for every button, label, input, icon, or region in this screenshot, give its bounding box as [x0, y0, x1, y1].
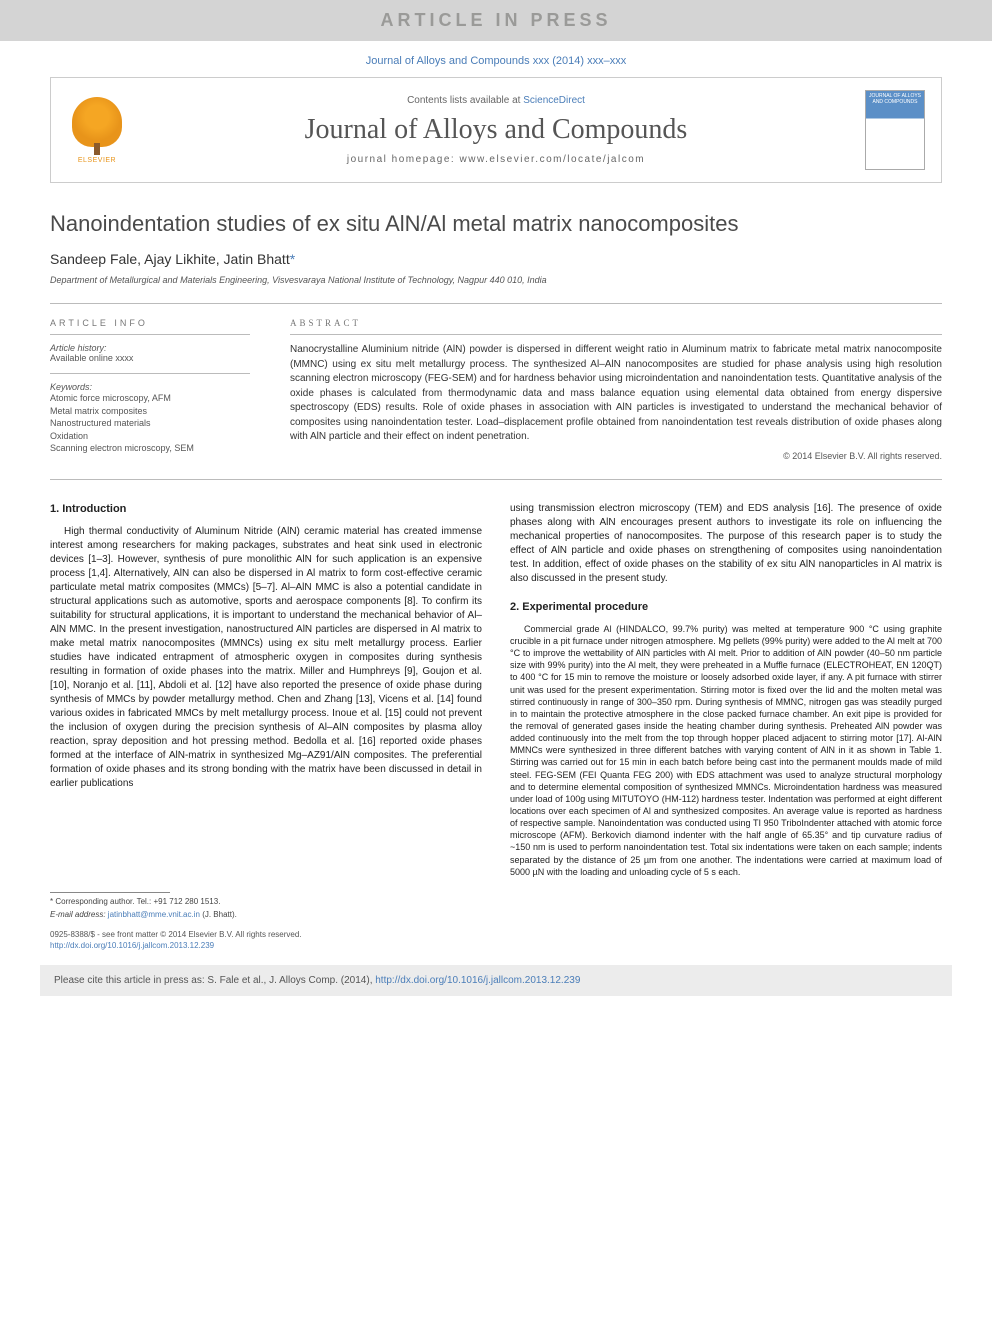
issn-line: 0925-8388/$ - see front matter © 2014 El… — [50, 929, 942, 940]
divider-mid — [50, 479, 942, 480]
journal-cover-thumb: JOURNAL OF ALLOYS AND COMPOUNDS — [865, 90, 925, 170]
article-info-heading: ARTICLE INFO — [50, 318, 250, 328]
affiliation: Department of Metallurgical and Material… — [50, 275, 942, 285]
journal-homepage: journal homepage: www.elsevier.com/locat… — [143, 154, 849, 165]
keyword: Oxidation — [50, 430, 250, 443]
email-link[interactable]: jatinbhatt@mme.vnit.ac.in — [108, 910, 200, 919]
header-center: Contents lists available at ScienceDirec… — [143, 95, 849, 165]
journal-header: ELSEVIER Contents lists available at Sci… — [50, 77, 942, 183]
keyword: Metal matrix composites — [50, 405, 250, 418]
meta-abstract-row: ARTICLE INFO Article history: Available … — [50, 318, 942, 461]
corresponding-mark: * — [290, 251, 295, 267]
sciencedirect-link[interactable]: ScienceDirect — [523, 95, 585, 106]
abstract-copyright: © 2014 Elsevier B.V. All rights reserved… — [290, 451, 942, 461]
intro-paragraph: High thermal conductivity of Aluminum Ni… — [50, 525, 482, 791]
email-suffix: (J. Bhatt). — [200, 910, 237, 919]
top-citation: Journal of Alloys and Compounds xxx (201… — [0, 41, 992, 77]
keyword: Nanostructured materials — [50, 417, 250, 430]
article-info-col: ARTICLE INFO Article history: Available … — [50, 318, 250, 461]
corresponding-footnote: * Corresponding author. Tel.: +91 712 28… — [50, 897, 942, 906]
author-names: Sandeep Fale, Ajay Likhite, Jatin Bhatt — [50, 251, 290, 267]
footnote-separator — [50, 892, 170, 893]
cite-box: Please cite this article in press as: S.… — [40, 965, 952, 996]
authors: Sandeep Fale, Ajay Likhite, Jatin Bhatt* — [50, 251, 942, 267]
intro-continuation: using transmission electron microscopy (… — [510, 502, 942, 586]
history-value: Available online xxxx — [50, 353, 250, 363]
journal-title: Journal of Alloys and Compounds — [143, 114, 849, 146]
section-1-heading: 1. Introduction — [50, 502, 482, 517]
history-label: Article history: — [50, 343, 250, 353]
elsevier-label: ELSEVIER — [78, 157, 116, 164]
paper-title: Nanoindentation studies of ex situ AlN/A… — [50, 211, 942, 237]
cite-doi-link[interactable]: http://dx.doi.org/10.1016/j.jallcom.2013… — [375, 975, 580, 986]
elsevier-logo: ELSEVIER — [67, 95, 127, 165]
bottom-meta: 0925-8388/$ - see front matter © 2014 El… — [50, 929, 942, 951]
email-footnote: E-mail address: jatinbhatt@mme.vnit.ac.i… — [50, 910, 942, 919]
body-col-left: 1. Introduction High thermal conductivit… — [50, 502, 482, 878]
contents-line: Contents lists available at ScienceDirec… — [143, 95, 849, 106]
abstract-heading: ABSTRACT — [290, 318, 942, 328]
experimental-paragraph: Commercial grade Al (HINDALCO, 99.7% pur… — [510, 623, 942, 878]
keywords-list: Atomic force microscopy, AFM Metal matri… — [50, 392, 250, 455]
abstract-col: ABSTRACT Nanocrystalline Aluminium nitri… — [290, 318, 942, 461]
contents-prefix: Contents lists available at — [407, 95, 523, 106]
body-columns: 1. Introduction High thermal conductivit… — [50, 502, 942, 878]
email-label: E-mail address: — [50, 910, 108, 919]
abstract-text: Nanocrystalline Aluminium nitride (AlN) … — [290, 343, 942, 445]
cite-prefix: Please cite this article in press as: S.… — [54, 975, 375, 986]
divider-top — [50, 303, 942, 304]
keyword: Scanning electron microscopy, SEM — [50, 442, 250, 455]
section-2-heading: 2. Experimental procedure — [510, 600, 942, 615]
cover-thumb-label: JOURNAL OF ALLOYS AND COMPOUNDS — [868, 93, 922, 105]
keywords-label: Keywords: — [50, 382, 250, 392]
article-in-press-banner: ARTICLE IN PRESS — [0, 0, 992, 41]
keyword: Atomic force microscopy, AFM — [50, 392, 250, 405]
body-col-right: using transmission electron microscopy (… — [510, 502, 942, 878]
elsevier-tree-icon — [72, 97, 122, 147]
homepage-url[interactable]: www.elsevier.com/locate/jalcom — [460, 154, 646, 165]
homepage-prefix: journal homepage: — [347, 154, 460, 165]
doi-link[interactable]: http://dx.doi.org/10.1016/j.jallcom.2013… — [50, 941, 214, 950]
